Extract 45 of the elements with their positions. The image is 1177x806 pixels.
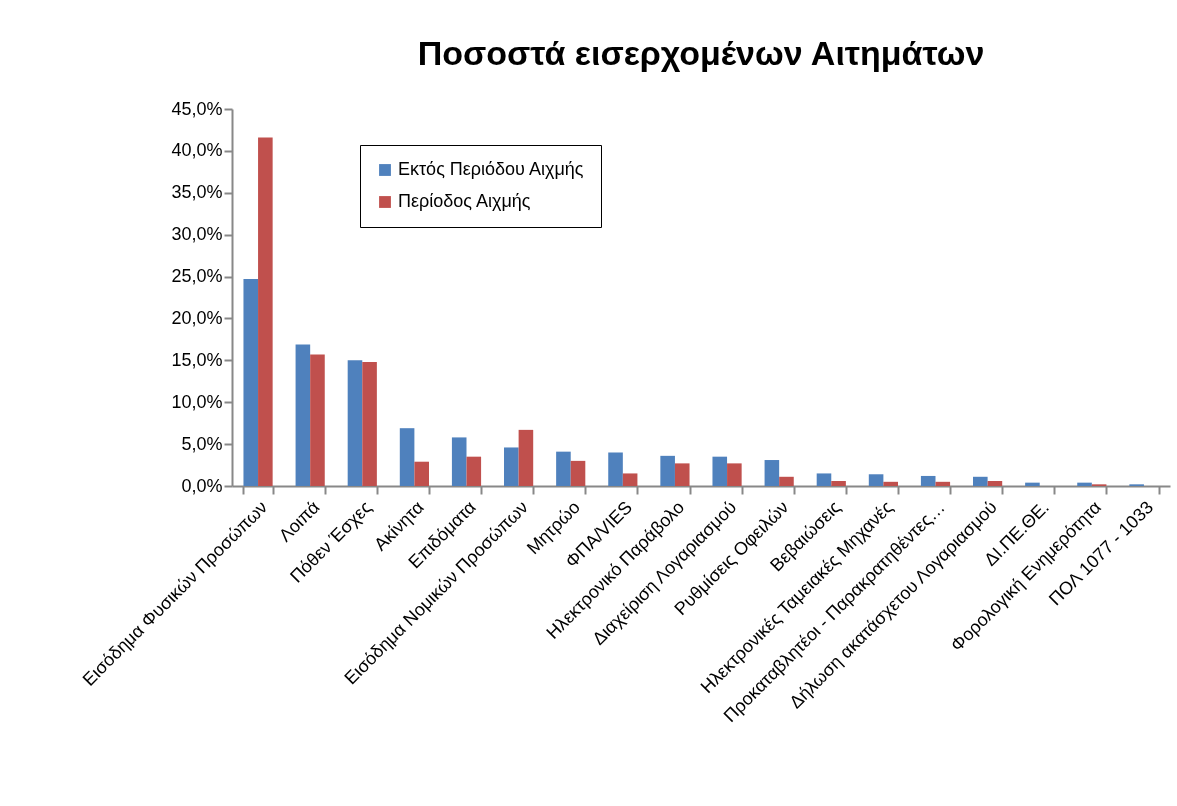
bar	[399, 428, 415, 486]
y-tick-label: 30,0%	[171, 224, 223, 245]
y-tick-label: 20,0%	[171, 307, 223, 328]
bar	[973, 476, 988, 486]
bar	[712, 456, 728, 486]
bar	[414, 461, 429, 486]
bar	[1077, 482, 1092, 486]
bar	[295, 344, 311, 486]
bar	[987, 480, 1003, 486]
y-tick-label: 45,0%	[171, 98, 223, 119]
bar	[674, 463, 690, 486]
bar	[764, 460, 780, 486]
bar	[466, 456, 482, 486]
bar	[608, 452, 623, 486]
bar	[451, 437, 467, 486]
chart-title: Ποσοστά εισερχομένων Αιτημάτων	[417, 34, 985, 72]
bar	[258, 137, 273, 486]
y-tick-label: 35,0%	[171, 182, 223, 203]
bar	[570, 460, 586, 486]
y-tick-label: 10,0%	[171, 391, 223, 412]
bar	[660, 455, 675, 486]
bar	[622, 473, 638, 486]
legend-label: Περίοδος Αιχμής	[398, 191, 531, 211]
bar	[243, 279, 259, 486]
bar	[727, 463, 742, 486]
bar	[362, 362, 377, 486]
bar	[935, 481, 951, 486]
bar	[816, 473, 832, 486]
bar	[831, 480, 846, 486]
y-tick-label: 25,0%	[171, 266, 223, 287]
bar	[920, 475, 936, 486]
bar	[556, 451, 571, 486]
bar	[779, 476, 794, 486]
bar	[1025, 482, 1040, 486]
bar	[347, 360, 363, 486]
bar	[868, 474, 884, 486]
bar	[310, 354, 325, 486]
bar	[518, 429, 534, 486]
y-tick-label: 40,0%	[171, 140, 223, 161]
legend-label: Εκτός Περιόδου Αιχμής	[398, 159, 584, 179]
bar	[883, 481, 898, 486]
y-tick-label: 0,0%	[181, 475, 223, 496]
bar	[504, 447, 519, 486]
y-tick-label: 5,0%	[181, 433, 223, 454]
y-tick-label: 15,0%	[171, 349, 223, 370]
